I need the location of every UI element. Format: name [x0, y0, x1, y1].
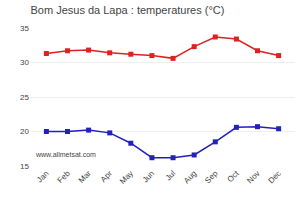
svg-text:Dec: Dec	[266, 169, 282, 185]
svg-text:www.allmetsat.com: www.allmetsat.com	[35, 151, 96, 158]
svg-text:Nov: Nov	[245, 169, 261, 185]
svg-text:15: 15	[20, 162, 29, 171]
svg-text:Jan: Jan	[35, 169, 50, 184]
svg-text:Mar: Mar	[77, 169, 93, 185]
svg-text:35: 35	[20, 24, 29, 33]
svg-text:20: 20	[20, 127, 29, 136]
svg-text:May: May	[118, 169, 135, 186]
svg-text:Feb: Feb	[56, 168, 73, 185]
svg-text:Jul: Jul	[164, 169, 178, 183]
svg-text:25: 25	[20, 93, 29, 102]
svg-text:30: 30	[20, 58, 29, 67]
svg-text:Oct: Oct	[225, 168, 241, 184]
svg-text:Aug: Aug	[182, 169, 198, 185]
svg-text:Bom Jesus da Lapa : temperatur: Bom Jesus da Lapa : temperatures (°C)	[31, 4, 225, 16]
svg-text:Apr: Apr	[99, 169, 114, 184]
svg-text:Sep: Sep	[203, 168, 220, 185]
svg-text:Jun: Jun	[141, 169, 156, 184]
